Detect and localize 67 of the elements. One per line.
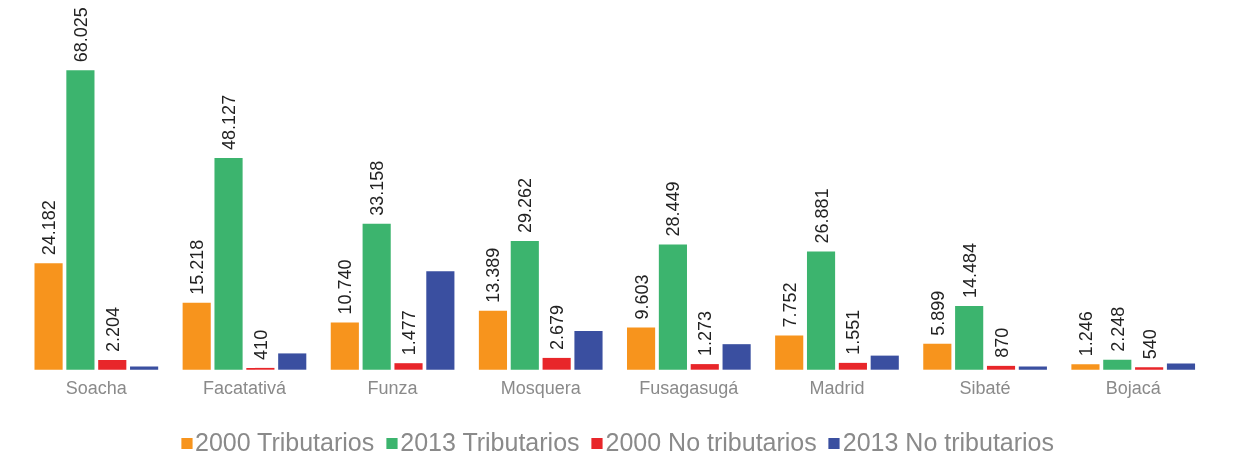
x-tick-label: Bojacá — [1105, 377, 1162, 398]
data-label: 10.740 — [335, 259, 356, 315]
bar — [1103, 359, 1132, 370]
data-label: 5.899 — [927, 290, 948, 336]
bar — [775, 335, 804, 370]
legend-label: 2000 No tributarios — [605, 428, 817, 457]
bar — [182, 302, 211, 370]
data-label: 1.273 — [695, 311, 716, 357]
bar — [838, 362, 867, 370]
data-label: 15.218 — [187, 239, 208, 295]
data-label: 13.389 — [483, 247, 504, 303]
bar — [98, 360, 127, 370]
x-tick-label: Fusagasugá — [639, 377, 740, 398]
bar — [1018, 366, 1047, 370]
x-tick-label: Soacha — [65, 377, 128, 398]
bar — [870, 355, 899, 370]
x-tick-label: Facatativá — [202, 377, 287, 398]
data-label: 14.484 — [959, 242, 980, 298]
data-label: 48.127 — [219, 94, 240, 150]
bar — [330, 322, 359, 370]
data-label: 68.025 — [70, 7, 91, 63]
data-label: 2.204 — [102, 306, 123, 352]
x-tick-label: Mosquera — [500, 377, 582, 398]
bar — [923, 343, 952, 370]
data-label: 28.449 — [663, 181, 684, 237]
bar — [986, 365, 1016, 370]
bar — [478, 310, 508, 370]
bar — [1166, 363, 1196, 370]
x-tick-label: Madrid — [809, 377, 865, 398]
bar — [722, 344, 751, 370]
data-label: 26.881 — [811, 188, 832, 244]
data-label: 1.551 — [843, 309, 864, 355]
bar — [627, 327, 656, 370]
bar — [955, 305, 984, 370]
data-label: 29.262 — [515, 177, 536, 233]
data-label: 540 — [1139, 329, 1160, 360]
bar — [34, 263, 63, 370]
bar — [1071, 364, 1100, 370]
legend-label: 2013 No tributarios — [842, 428, 1055, 457]
legend-label: 2013 Tributarios — [400, 428, 580, 457]
bar — [1135, 367, 1164, 370]
bar — [510, 240, 539, 370]
data-label: 2.248 — [1107, 306, 1128, 352]
data-label: 2.679 — [547, 304, 568, 350]
data-label: 870 — [991, 327, 1012, 358]
data-label: 24.182 — [39, 200, 60, 256]
bar — [394, 363, 423, 370]
data-label: 1.477 — [399, 310, 420, 356]
bar — [574, 330, 603, 370]
data-label: 410 — [250, 329, 271, 360]
bar — [542, 357, 571, 370]
legend-label: 2000 Tributarios — [194, 428, 375, 457]
bar — [658, 244, 687, 370]
bar — [690, 364, 719, 370]
x-tick-label: Sibaté — [959, 377, 1011, 398]
data-label: 9.603 — [631, 274, 652, 320]
bar — [806, 251, 836, 370]
bar — [66, 70, 95, 370]
data-label: 1.246 — [1075, 311, 1096, 357]
data-label: 7.752 — [779, 282, 800, 328]
data-label: 33.158 — [367, 160, 388, 216]
bar — [130, 366, 159, 370]
bar — [214, 157, 243, 370]
bar — [362, 223, 391, 370]
bar — [278, 353, 307, 370]
x-tick-label: Funza — [367, 377, 419, 398]
bar — [426, 271, 455, 370]
